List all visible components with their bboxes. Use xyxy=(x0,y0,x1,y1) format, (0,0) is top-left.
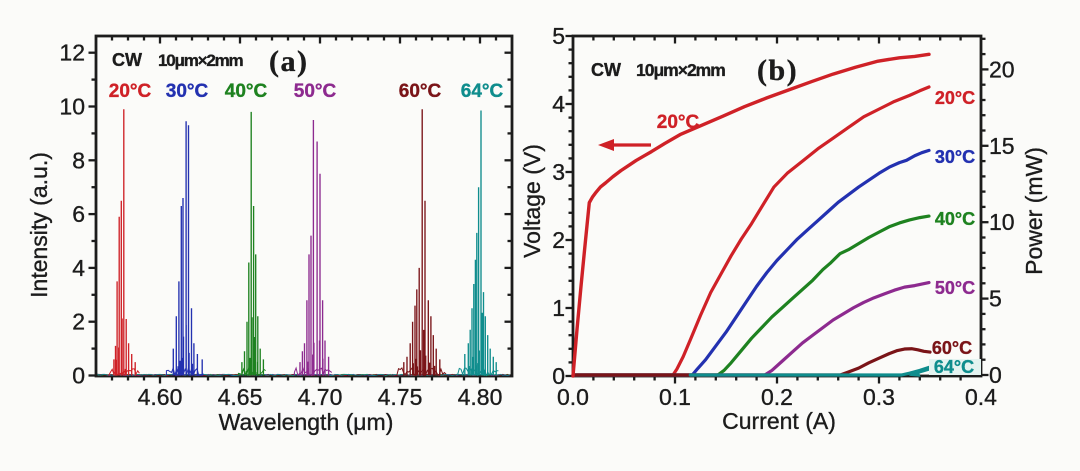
svg-text:3: 3 xyxy=(552,159,565,185)
svg-text:5: 5 xyxy=(552,23,565,49)
svg-text:30°C: 30°C xyxy=(166,81,209,102)
svg-text:(b): (b) xyxy=(757,54,798,87)
svg-text:5: 5 xyxy=(989,286,1002,312)
svg-text:15: 15 xyxy=(989,133,1015,159)
svg-text:0.1: 0.1 xyxy=(659,384,691,410)
svg-text:4.60: 4.60 xyxy=(138,384,183,410)
svg-text:20°C: 20°C xyxy=(109,81,152,102)
svg-text:4.80: 4.80 xyxy=(458,384,503,410)
svg-text:10μm×2mm: 10μm×2mm xyxy=(158,51,244,70)
svg-text:Wavelength (μm): Wavelength (μm) xyxy=(219,409,394,435)
svg-text:Current (A): Current (A) xyxy=(722,408,836,434)
svg-text:50°C: 50°C xyxy=(935,278,975,298)
svg-text:12: 12 xyxy=(59,40,85,66)
svg-text:0.2: 0.2 xyxy=(761,384,793,410)
svg-text:0: 0 xyxy=(72,363,85,389)
svg-text:10μm×2mm: 10μm×2mm xyxy=(636,60,725,80)
svg-text:60°C: 60°C xyxy=(399,81,442,102)
svg-text:0.4: 0.4 xyxy=(965,384,997,410)
svg-text:4.70: 4.70 xyxy=(298,384,343,410)
svg-text:CW: CW xyxy=(112,50,142,70)
svg-text:Voltage (V): Voltage (V) xyxy=(519,144,545,258)
svg-text:64°C: 64°C xyxy=(934,357,974,377)
svg-text:40°C: 40°C xyxy=(935,209,975,229)
svg-text:6: 6 xyxy=(72,201,85,227)
svg-text:20°C: 20°C xyxy=(657,112,700,133)
svg-text:2: 2 xyxy=(552,227,565,253)
svg-text:8: 8 xyxy=(72,147,85,173)
svg-text:10: 10 xyxy=(59,94,85,120)
svg-text:20: 20 xyxy=(989,56,1015,82)
svg-text:Intensity (a.u.): Intensity (a.u.) xyxy=(26,152,52,298)
svg-text:4.65: 4.65 xyxy=(218,384,263,410)
svg-text:60°C: 60°C xyxy=(932,338,972,358)
svg-text:2: 2 xyxy=(72,309,85,335)
svg-text:10: 10 xyxy=(989,209,1015,235)
svg-text:0.0: 0.0 xyxy=(557,384,589,410)
svg-text:Power (mW): Power (mW) xyxy=(1021,147,1047,275)
svg-text:0: 0 xyxy=(989,362,1002,388)
svg-text:0: 0 xyxy=(552,363,565,389)
svg-text:CW: CW xyxy=(591,60,621,80)
svg-text:4: 4 xyxy=(552,91,565,117)
svg-text:50°C: 50°C xyxy=(294,81,337,102)
svg-text:20°C: 20°C xyxy=(935,88,975,108)
svg-text:4.75: 4.75 xyxy=(378,384,423,410)
svg-text:(a): (a) xyxy=(269,45,308,78)
svg-text:40°C: 40°C xyxy=(225,81,268,102)
svg-text:1: 1 xyxy=(552,295,565,321)
svg-text:0.3: 0.3 xyxy=(863,384,895,410)
svg-text:4: 4 xyxy=(72,255,85,281)
svg-text:64°C: 64°C xyxy=(461,81,504,102)
svg-text:30°C: 30°C xyxy=(935,147,975,167)
